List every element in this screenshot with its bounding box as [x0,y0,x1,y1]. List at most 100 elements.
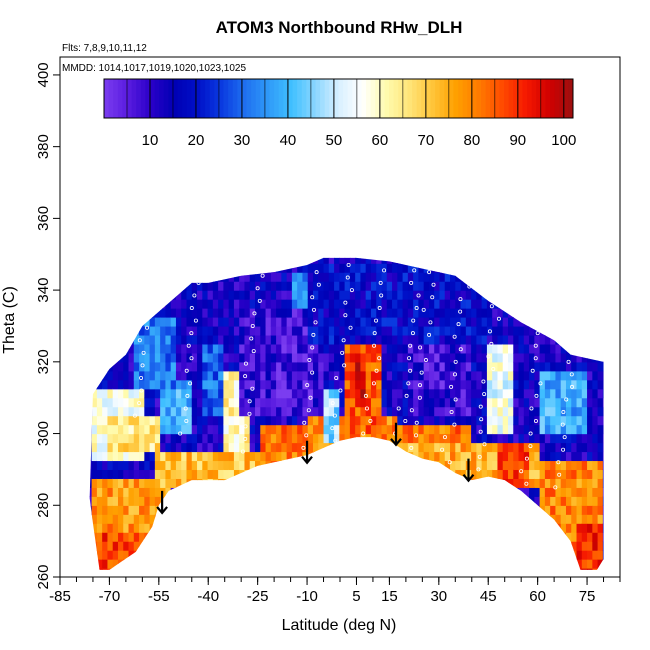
heat-cell [291,478,298,488]
colorbar-swatch [126,79,132,118]
heat-cell [386,559,393,569]
heat-cell [370,370,377,381]
heat-cell [144,290,151,300]
heat-cell [223,415,230,426]
heat-cell [555,257,562,264]
heat-cell [455,478,462,488]
heat-cell [302,523,309,533]
heat-cell [265,550,272,560]
heat-cell [381,352,388,363]
heat-cell [233,478,240,488]
heat-cell [344,523,351,533]
heat-cell [407,308,414,318]
heat-cell [407,496,414,506]
sample-dot [304,433,309,438]
heat-cell [91,352,98,363]
heat-cell [71,550,77,560]
heat-cell [113,245,119,255]
heat-cell [581,379,588,390]
heat-cell [233,496,240,506]
heat-cell [418,451,425,462]
heat-cell [233,451,240,462]
heat-cell [233,281,240,291]
heat-cell [513,541,520,551]
heat-cell [244,281,251,291]
heat-cell [286,308,293,318]
heat-cell [518,361,525,372]
heat-cell [524,245,530,255]
heat-cell [328,559,335,569]
heat-cell [360,290,367,300]
heat-cell [207,352,214,363]
heat-cell [191,379,198,390]
heat-cell [202,424,209,435]
heat-cell [365,478,372,488]
heat-cell [76,559,82,569]
heat-cell [202,559,209,569]
heat-cell [587,290,593,300]
colorbar-swatch [540,79,546,118]
heat-cell [471,334,477,345]
heat-cell [170,433,177,444]
heat-cell [402,451,409,462]
heat-cell [534,334,541,345]
arrow-markers [156,422,475,515]
heat-cell [555,568,562,570]
heat-cell [260,505,267,515]
sample-dot [149,288,154,293]
heat-cell [139,245,145,255]
heat-cell [165,415,172,426]
heat-cell [428,388,435,399]
heat-cell [117,272,124,282]
heat-cell [291,352,298,363]
heat-cell [550,352,557,363]
heat-cell [349,442,356,453]
heat-cell [508,451,514,462]
heat-cell [439,352,446,363]
heat-cell [76,362,82,372]
heat-cell [434,370,441,381]
heat-cell [365,263,372,273]
heat-cell [402,379,409,390]
sample-dot [403,418,408,423]
heat-cell [334,379,340,390]
sample-dot [406,381,411,386]
sample-dot [374,318,379,323]
heat-cell [181,550,188,560]
heat-cell [592,325,599,336]
heat-cell [102,442,109,453]
heat-cell [355,433,362,444]
heat-cell [518,532,525,542]
heat-cell [576,469,583,479]
heat-cell [497,245,503,255]
heat-cell [502,541,509,551]
heat-cell [233,469,240,479]
heat-cell [191,523,198,533]
heat-cell [560,343,567,354]
heat-cell [518,317,525,327]
heat-cell [89,460,93,471]
heat-cell [402,317,409,327]
heat-cell [476,532,483,542]
heat-cell [444,299,451,309]
heat-cell [207,505,214,515]
sample-dot [145,313,150,318]
heat-cell [455,460,462,471]
heat-cell [76,568,82,578]
heat-cell [207,514,214,524]
heat-cell [418,361,425,372]
heat-cell [602,352,604,363]
sample-dot [535,331,540,336]
heat-cell [602,397,604,408]
heat-cell [455,317,462,327]
heat-cell [539,415,546,426]
heat-cell [239,442,246,453]
heat-cell [365,442,372,453]
heat-cell [60,254,66,264]
heat-cell [302,397,309,408]
heat-cell [334,325,340,336]
heat-cell [96,523,103,533]
heat-cell [291,325,298,336]
heat-cell [423,299,430,309]
heat-cell [597,334,604,345]
